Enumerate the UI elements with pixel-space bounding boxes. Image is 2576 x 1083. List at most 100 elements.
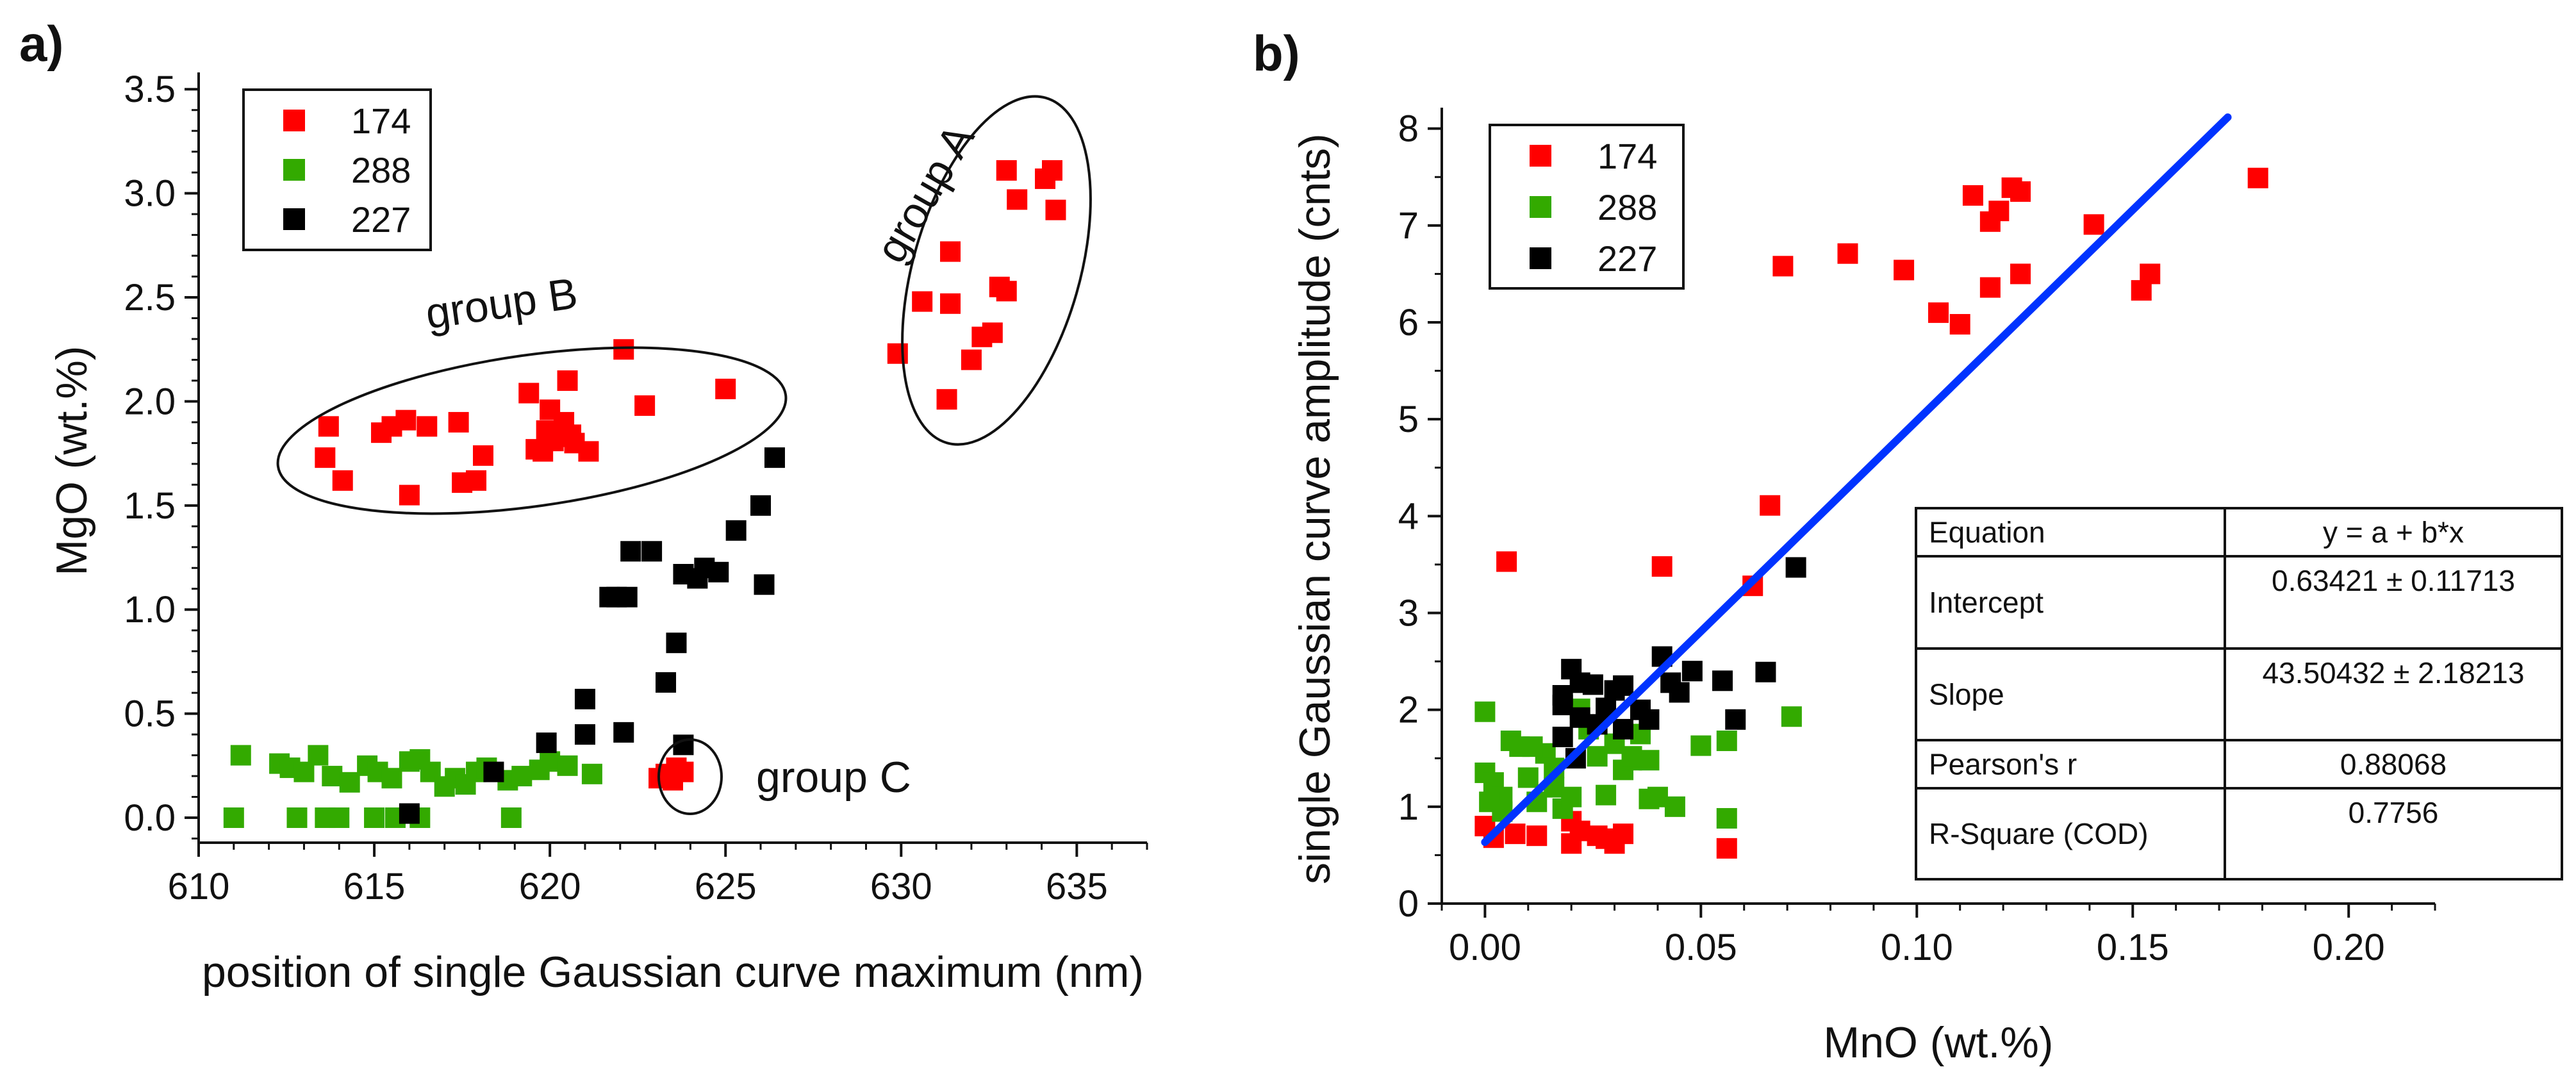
scatter-point-174 [332,470,353,491]
fit-table [1915,507,2563,880]
scatter-point-288 [581,763,602,784]
y-tick-label: 0.0 [124,797,176,839]
scatter-point-174 [371,422,392,443]
scatter-point-288 [511,766,533,787]
fit-table-value: 0.63421 ± 0.11713 [2272,564,2515,597]
scatter-point-227 [1613,718,1634,740]
scatter-point-288 [540,751,561,772]
scatter-point-227 [1785,557,1806,578]
x-tick-label: 0.00 [1449,927,1521,968]
scatter-point-174 [1979,277,2001,298]
panel-label: b) [1253,25,1300,81]
scatter-point-174 [936,389,957,410]
scatter-point-288 [1621,746,1642,767]
group-c-label: group C [756,753,911,802]
scatter-point-227 [764,447,785,468]
scatter-point-227 [1681,661,1703,682]
y-tick-label: 6 [1398,302,1419,343]
scatter-point-227 [1552,695,1573,716]
scatter-point-288 [223,807,244,829]
scatter-point-174 [518,383,540,404]
scatter-point-174 [1772,256,1794,277]
y-tick-label: 3.0 [124,173,176,215]
y-tick-label: 0.5 [124,693,176,735]
legend-label: 174 [351,101,411,141]
fit-table-value: 0.7756 [2349,796,2439,829]
legend-marker-288 [283,159,305,181]
x-tick-label: 625 [695,866,757,907]
legend-label: 227 [351,199,411,240]
scatter-point-174 [613,339,634,360]
scatter-point-174 [634,395,656,416]
scatter-point-288 [500,807,522,829]
scatter-point-227 [399,803,420,824]
y-axis-title: MgO (wt.%) [47,346,96,576]
scatter-point-288 [1561,786,1582,807]
scatter-point-288 [364,807,385,829]
scatter-point-227 [1725,709,1746,730]
scatter-point-288 [1639,750,1660,771]
y-tick-label: 2.0 [124,381,176,422]
panel-label: a) [19,15,63,72]
fit-table-key: Intercept [1929,586,2043,619]
x-tick-label: 0.15 [2097,927,2169,968]
scatter-point-174 [1928,302,1949,323]
scatter-point-288 [1664,796,1685,817]
scatter-point-174 [961,349,982,370]
scatter-point-174 [982,322,1003,343]
scatter-point-227 [599,586,620,608]
scatter-point-174 [525,439,547,460]
panel-a: a) 610 615 620 625 630 635 0.0 0.5 1.0 1.5 2.0 2.5 3.… [19,15,1148,996]
scatter-point-174 [399,484,420,506]
scatter-point-174 [1716,838,1737,859]
scatter-point-288 [322,766,343,787]
scatter-point-288 [1716,807,1737,829]
scatter-point-227 [1755,661,1776,682]
y-tick-label: 4 [1398,495,1419,537]
scatter-point-288 [339,772,360,793]
y-tick-label: 3.5 [124,69,176,110]
scatter-point-227 [673,734,694,756]
scatter-point-227 [754,574,775,595]
scatter-point-227 [1569,707,1590,728]
scatter-point-174 [1505,823,1526,845]
scatter-point-174 [395,409,417,431]
fit-table-key: R-Square (COD) [1929,817,2149,850]
scatter-point-288 [381,768,402,789]
scatter-point-174 [578,441,599,462]
x-tick-label: 0.05 [1665,927,1737,968]
scatter-point-288 [286,807,308,829]
y-tick-label: 3 [1398,593,1419,634]
scatter-point-174 [912,291,933,312]
scatter-point-174 [473,445,493,466]
legend-label: 227 [1598,238,1657,279]
x-tick-label: 620 [519,866,581,907]
group-c-ellipse [657,738,723,815]
scatter-point-174 [1035,168,1056,189]
scatter-point-227 [1712,670,1733,691]
legend-marker-174 [283,110,305,131]
scatter-point-227 [616,586,638,608]
legend-box [1489,124,1685,290]
group-b-label: group B [423,269,581,338]
scatter-point-227 [613,722,634,743]
scatter-point-174 [417,416,438,437]
scatter-point-174 [996,281,1017,302]
scatter-point-227 [1613,675,1634,696]
y-tick-label: 1.0 [124,589,176,631]
fit-table-key: Equation [1929,516,2045,549]
scatter-point-174 [1561,833,1582,854]
fit-table-key: Pearson's r [1929,748,2077,781]
scatter-point-174 [2010,263,2031,285]
fit-table-value: y = a + b*x [2323,516,2464,549]
scatter-point-174 [940,293,961,314]
scatter-point-174 [2083,214,2104,235]
y-tick-label: 2 [1398,690,1419,731]
scatter-point-174 [1837,243,1858,264]
scatter-point-174 [2247,167,2268,188]
scatter-point-288 [1587,746,1608,767]
scatter-point-227 [1582,674,1603,695]
y-tick-label: 7 [1398,205,1419,247]
scatter-point-174 [1760,495,1781,516]
scatter-point-174 [1979,211,2001,232]
